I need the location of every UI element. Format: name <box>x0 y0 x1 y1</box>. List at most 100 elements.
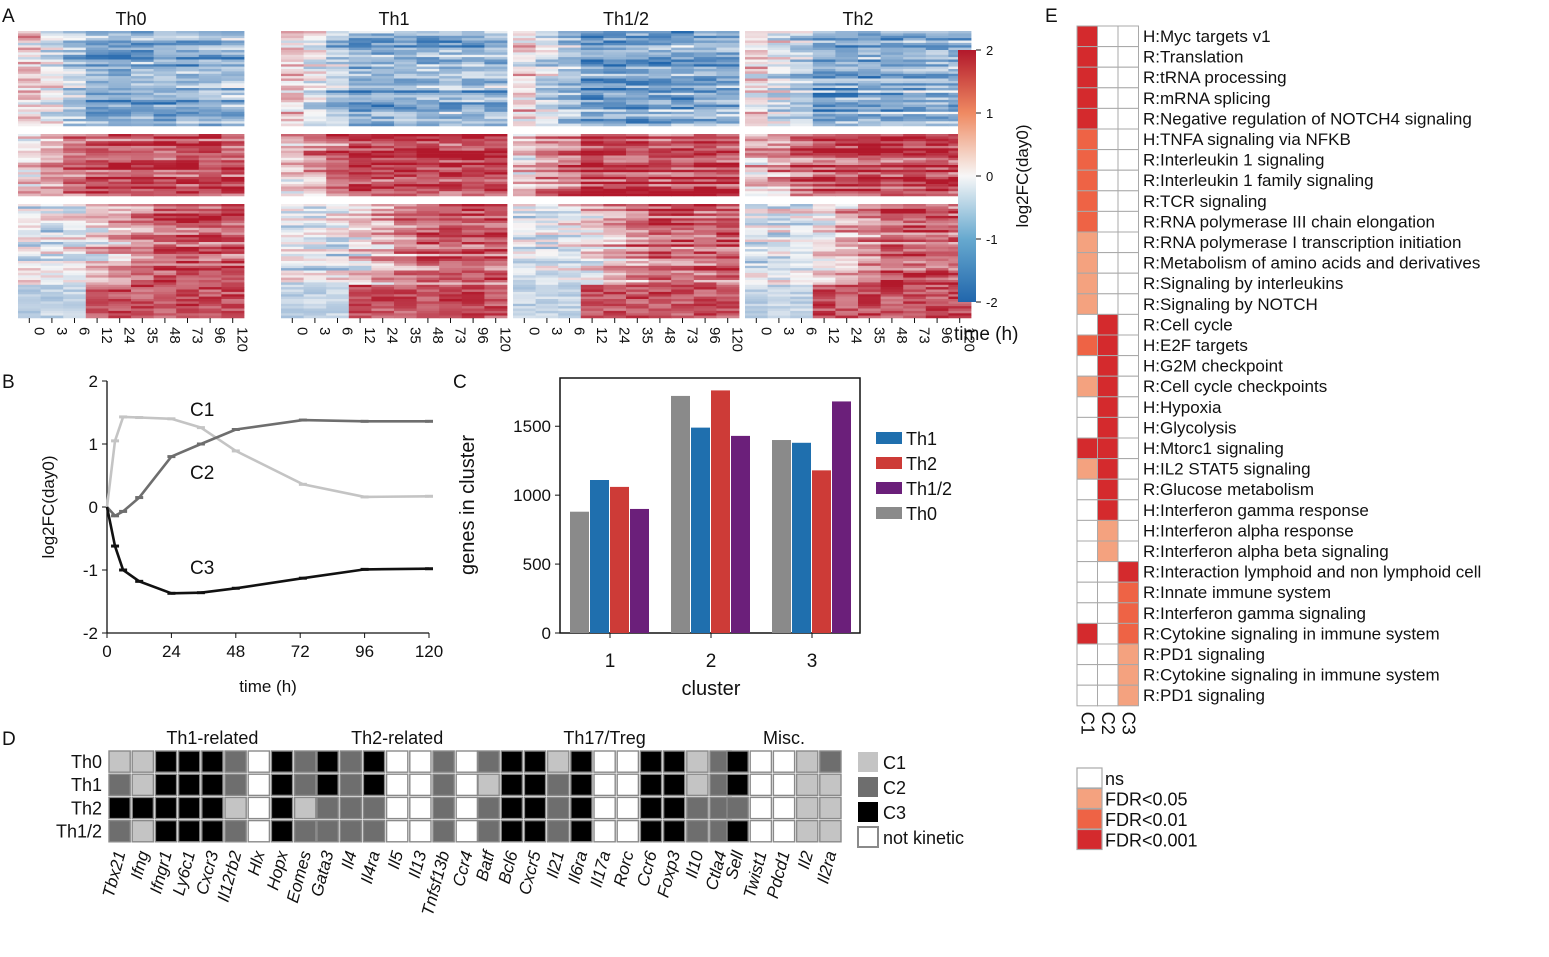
heatmap-cell <box>371 284 395 288</box>
heatmap-cell <box>790 165 814 168</box>
heatmap-cell <box>394 64 417 67</box>
gene-grid-cell <box>409 819 432 843</box>
heatmap-cell <box>603 280 627 283</box>
heatmap-cell <box>281 223 304 226</box>
heatmap-cell <box>394 54 417 58</box>
heatmap-cell <box>858 234 881 238</box>
heatmap-cell <box>153 95 177 98</box>
heatmap-cell <box>648 50 672 53</box>
heatmap-cell <box>790 64 814 67</box>
heatmap-cell <box>535 160 559 163</box>
heatmap-cell <box>790 83 814 86</box>
heatmap-cell <box>558 107 582 110</box>
heatmap-cell <box>326 223 350 226</box>
heatmap-cell <box>416 184 440 187</box>
heatmap-cell <box>880 253 904 257</box>
heatmap-cell <box>603 148 627 151</box>
heatmap-cell <box>40 153 64 156</box>
heatmap-cell <box>221 191 245 194</box>
heatmap-cell <box>303 313 327 316</box>
heatmap-cell <box>693 261 717 264</box>
heatmap-cell <box>484 296 508 300</box>
heatmap-cell <box>790 289 814 293</box>
heatmap-cell <box>416 134 440 137</box>
heatmap-time-axis-label: time (h) <box>954 324 1018 345</box>
heatmap-cell <box>648 95 672 98</box>
heatmap-cell <box>745 287 768 290</box>
heatmap-cell <box>880 116 904 120</box>
heatmap-cell <box>153 184 177 187</box>
heatmap-cell <box>648 239 672 243</box>
heatmap-cell <box>326 31 350 34</box>
heatmap-cell <box>693 45 717 48</box>
heatmap-cell <box>812 270 836 274</box>
heatmap-cell <box>767 234 791 238</box>
heatmap-cell <box>671 150 695 154</box>
heatmap-cell <box>303 136 327 140</box>
heatmap-cell <box>108 104 132 108</box>
heatmap-cell <box>626 47 649 51</box>
heatmap-cell <box>85 246 109 250</box>
heatmap-cell <box>108 107 132 110</box>
heatmap-cell <box>535 206 559 210</box>
heatmap-cell <box>40 265 64 269</box>
heatmap-cell <box>903 296 927 300</box>
heatmap-cell <box>835 174 859 178</box>
heatmap-cell <box>484 174 508 178</box>
heatmap-cell <box>85 76 109 79</box>
heatmap-cell <box>348 169 372 173</box>
heatmap-cell <box>326 85 350 89</box>
heatmap-cell <box>63 239 87 243</box>
heatmap-cell <box>326 42 350 46</box>
heatmap-cell <box>903 66 927 70</box>
heatmap-cell <box>371 90 395 94</box>
heatmap-cell <box>348 88 372 91</box>
heatmap-cell <box>835 172 859 175</box>
heatmap-cell <box>812 232 836 236</box>
heatmap-cell <box>131 33 154 37</box>
heatmap-cell <box>790 40 814 44</box>
heatmap-cell <box>131 206 154 210</box>
heatmap-cell <box>925 57 949 60</box>
heatmap-cell <box>348 193 372 197</box>
heatmap-cell <box>40 256 64 259</box>
heatmap-cell <box>880 284 904 288</box>
heatmap-cell <box>40 95 64 98</box>
heatmap-cell <box>580 121 604 124</box>
heatmap-cell <box>416 204 440 207</box>
heatmap-cell <box>790 145 814 149</box>
heatmap-cell <box>18 208 41 212</box>
heatmap-cell <box>85 301 109 305</box>
heatmap-cell <box>858 40 881 44</box>
heatmap-cell <box>221 289 245 293</box>
heatmap-cell <box>790 92 814 96</box>
heatmap-cell <box>716 73 740 77</box>
heatmap-cell <box>835 40 859 44</box>
heatmap-cell <box>85 31 109 34</box>
heatmap-cell <box>63 280 87 283</box>
heatmap-cell <box>580 118 604 122</box>
heatmap-cell <box>108 153 132 156</box>
heatmap-cell <box>461 141 485 144</box>
heatmap-cell <box>767 258 791 262</box>
heatmap-cell <box>85 107 109 110</box>
heatmap-cell <box>858 54 881 58</box>
heatmap-cell <box>63 179 87 182</box>
heatmap-cell <box>371 83 395 86</box>
heatmap-cell <box>394 107 417 110</box>
heatmap-cell <box>198 303 222 307</box>
heatmap-cell <box>85 315 109 319</box>
heatmap-cell <box>63 38 87 41</box>
heatmap-cell <box>767 134 791 137</box>
heatmap-cell <box>745 188 768 192</box>
heatmap-cell <box>812 102 836 105</box>
heatmap-cell <box>221 107 245 110</box>
heatmap-cell <box>303 230 327 233</box>
heatmap-cell <box>580 54 604 58</box>
gene-group-title: Misc. <box>763 728 805 748</box>
heatmap-cell <box>303 61 327 65</box>
heatmap-cell <box>484 270 508 274</box>
heatmap-cell <box>461 174 485 178</box>
heatmap-cell <box>221 97 245 101</box>
heatmap-cell <box>835 242 859 245</box>
